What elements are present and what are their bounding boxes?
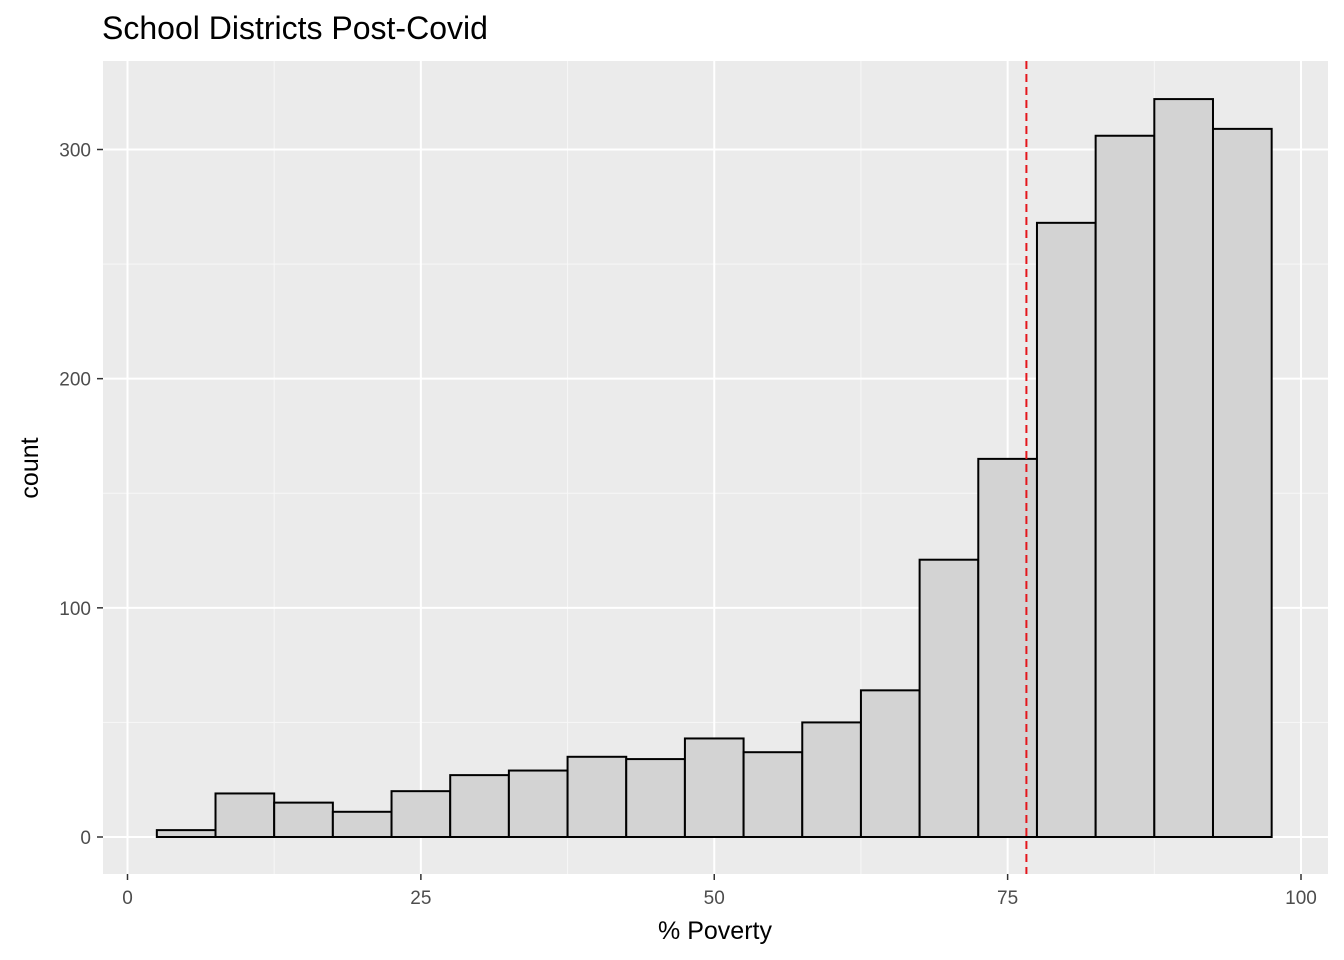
y-tick-label: 300 <box>59 141 91 162</box>
x-axis: 0 25 50 75 100 <box>122 874 1317 909</box>
histogram-bar <box>566 755 628 839</box>
histogram-bar <box>155 829 217 838</box>
y-tick-label: 0 <box>80 828 91 849</box>
histogram-bar <box>214 792 276 838</box>
histogram-bar <box>1035 221 1097 839</box>
x-tick-label: 100 <box>1285 888 1317 909</box>
histogram-bar <box>449 774 510 838</box>
histogram-bar <box>507 769 569 839</box>
x-tick-label: 75 <box>997 888 1018 909</box>
histogram-bar <box>918 558 980 838</box>
histogram-bar <box>625 758 686 838</box>
y-tick-label: 100 <box>59 599 91 620</box>
histogram-bar <box>801 721 862 839</box>
histogram-bar <box>859 689 921 838</box>
y-tick-label: 200 <box>59 370 91 391</box>
x-tick-label: 0 <box>122 888 133 909</box>
histogram-bar <box>1211 127 1273 838</box>
x-axis-title: % Poverty <box>658 917 772 945</box>
histogram-bar <box>683 737 745 838</box>
y-axis: 0 100 200 300 <box>59 141 103 849</box>
histogram-bar <box>742 751 804 838</box>
histogram-bar <box>1094 134 1156 838</box>
histogram-bar <box>977 457 1038 838</box>
histogram-bar <box>331 810 393 839</box>
histogram-bar <box>1153 98 1214 839</box>
histogram-bars <box>155 98 1273 839</box>
x-tick-label: 25 <box>410 888 431 909</box>
histogram-bar <box>390 790 452 839</box>
chart-title: School Districts Post-Covid <box>102 10 488 46</box>
y-axis-title: count <box>16 437 44 498</box>
x-tick-label: 50 <box>704 888 725 909</box>
histogram-bar <box>273 801 334 838</box>
